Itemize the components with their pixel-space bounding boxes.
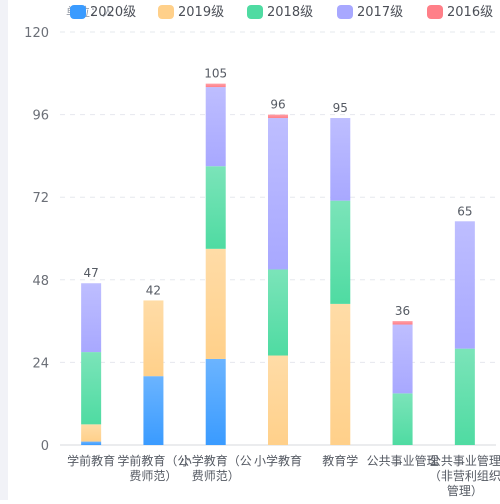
bar-segment [392,321,413,325]
legend-label: 2020级 [90,5,136,20]
bar-segment [81,424,102,442]
x-tick-label: 公共事业管理 [367,453,439,468]
y-tick-label: 48 [32,274,49,289]
bar-segment [205,358,226,445]
x-tick-label: 公共事业管理（非营利组织管理） [429,453,500,498]
y-tick-label: 72 [32,191,49,206]
bar-total-label: 36 [395,304,410,318]
bar-segment [143,300,164,377]
x-tick-label: 学前教育 [67,453,115,468]
bar-total-label: 65 [457,204,472,218]
bar-segment [205,83,226,88]
left-edge-strip [0,0,8,500]
bar-segment [268,114,288,119]
legend-swatch [70,5,86,19]
y-tick-label: 120 [24,26,49,41]
bar-segment [143,376,164,445]
bar-total-label: 95 [333,101,348,115]
bar-segment [268,269,288,356]
bar-segment [330,303,351,445]
bar-segment [81,352,102,425]
bar-segment [205,248,226,359]
bar-segment [392,324,413,394]
legend-swatch [427,5,443,19]
y-tick-label: 0 [41,439,49,454]
legend-label: 2016级 [447,5,493,20]
bar-total-label: 105 [204,67,227,81]
bar-total-label: 42 [146,283,161,297]
bar-segment [392,393,413,445]
bar-segment [330,200,351,304]
bar-segment [205,87,226,167]
x-tick-label: 小学教育 [254,453,302,468]
bar-total-label: 47 [84,266,99,280]
x-tick-label: 学前教育（公费师范） [117,453,189,483]
bars-layer [81,83,475,445]
bar-segment [268,355,288,445]
legend-label: 2017级 [357,5,403,20]
legend: 2020级 2019级 2018级 2017级 2016级 [70,5,493,20]
y-tick-label: 96 [32,109,49,124]
legend-item: 2020级 [70,5,136,20]
legend-swatch [158,5,174,19]
bar-segment [81,441,102,445]
x-tick-label: 小学教育（公费师范） [180,453,252,483]
bar-segment [454,348,475,445]
bar-segment [205,166,226,249]
bar-segment [454,221,475,349]
bar-segment [330,118,351,201]
x-tick-label: 教育学 [322,453,358,468]
bar-segment [268,118,288,270]
bar-total-label: 96 [270,98,285,112]
legend-item: 2017级 [337,5,403,20]
legend-label: 2018级 [267,5,313,20]
y-tick-label: 24 [32,356,49,371]
legend-item: 2019级 [158,5,224,20]
labels-layer: 47 学前教育 42 学前教育（公费师范） 105 小学教育（公费师范） 96 小学教育 95 教… [66,4,500,498]
legend-item: 2018级 [247,5,313,20]
legend-item: 2016级 [427,5,493,20]
legend-swatch [247,5,263,19]
grid-layer: 0 24 48 72 96 120 [24,26,496,454]
legend-swatch [337,5,353,19]
bar-segment [81,283,102,353]
legend-label: 2019级 [178,5,224,20]
